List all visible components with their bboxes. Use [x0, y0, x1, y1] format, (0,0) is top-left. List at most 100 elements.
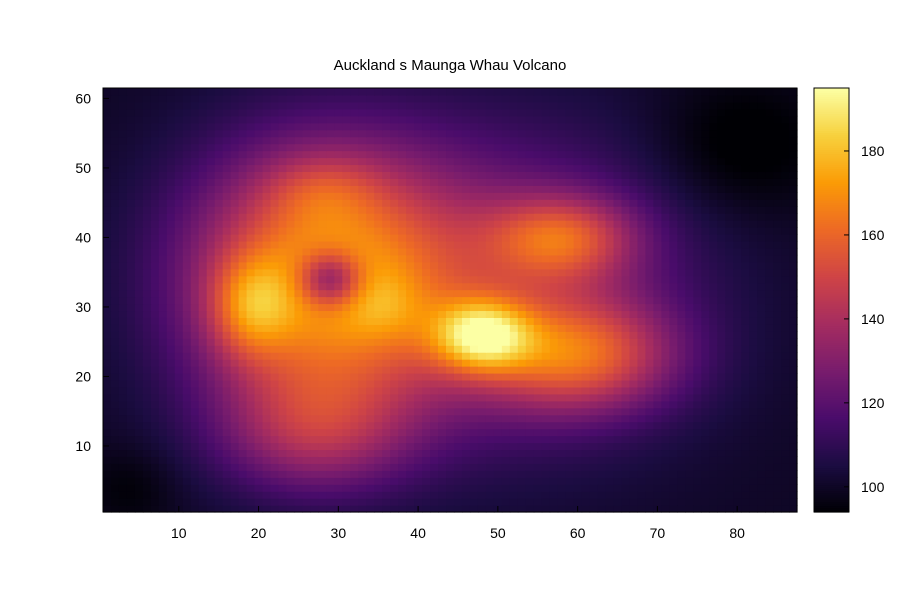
heatmap-cell	[701, 477, 710, 485]
heatmap-cell	[717, 463, 726, 471]
heatmap-cell	[158, 247, 168, 256]
heatmap-cell	[501, 386, 511, 395]
heatmap-cell	[174, 233, 184, 242]
heatmap-cell	[709, 213, 718, 221]
heatmap-cell	[134, 233, 144, 242]
heatmap-cell	[669, 372, 678, 381]
heatmap-cell	[517, 240, 527, 249]
heatmap-cell	[206, 185, 216, 193]
heatmap-cell	[453, 115, 463, 124]
heatmap-cell	[749, 352, 758, 360]
heatmap-cell	[757, 199, 766, 207]
heatmap-cell	[262, 213, 272, 221]
heatmap-cell	[589, 310, 599, 318]
heatmap-cell	[222, 317, 232, 325]
heatmap-cell	[158, 421, 168, 430]
heatmap-cell	[493, 213, 503, 221]
heatmap-cell	[637, 372, 647, 381]
heatmap-cell	[286, 352, 296, 360]
heatmap-cell	[350, 477, 359, 485]
heatmap-cell	[477, 407, 487, 416]
heatmap-cell	[589, 136, 599, 145]
heatmap-cell	[581, 421, 591, 430]
heatmap-cell	[310, 261, 319, 270]
heatmap-cell	[214, 213, 224, 221]
heatmap-cell	[342, 449, 351, 457]
heatmap-cell	[461, 372, 471, 381]
heatmap-cell	[765, 247, 774, 256]
heatmap-cell	[765, 498, 774, 506]
heatmap-cell	[126, 157, 136, 166]
heatmap-cell	[541, 428, 551, 437]
heatmap-cell	[230, 143, 240, 152]
heatmap-cell	[757, 331, 766, 339]
heatmap-cell	[677, 414, 686, 423]
heatmap-cell	[781, 171, 790, 179]
heatmap-cell	[557, 247, 567, 256]
heatmap-cell	[733, 372, 742, 381]
heatmap-cell	[685, 150, 694, 159]
heatmap-cell	[469, 122, 479, 131]
heatmap-cell	[765, 449, 774, 457]
heatmap-cell	[246, 157, 256, 166]
heatmap-cell	[541, 296, 551, 305]
heatmap-cell	[310, 240, 319, 249]
heatmap-cell	[789, 379, 798, 388]
heatmap-cell	[613, 261, 623, 270]
heatmap-cell	[685, 470, 694, 478]
heatmap-cell	[246, 345, 256, 353]
heatmap-cell	[254, 421, 264, 430]
heatmap-cell	[637, 122, 647, 131]
heatmap-cell	[725, 498, 734, 506]
heatmap-cell	[238, 400, 248, 409]
heatmap-cell	[605, 331, 615, 339]
heatmap-cell	[773, 296, 782, 305]
heatmap-cell	[765, 456, 774, 464]
heatmap-cell	[525, 345, 535, 353]
heatmap-cell	[430, 254, 439, 263]
heatmap-cell	[701, 275, 710, 284]
heatmap-cell	[126, 338, 136, 346]
heatmap-cell	[453, 150, 463, 159]
heatmap-cell	[581, 254, 591, 263]
heatmap-cell	[294, 456, 304, 464]
heatmap-cell	[286, 470, 296, 478]
heatmap-cell	[789, 498, 798, 506]
heatmap-cell	[461, 171, 471, 179]
heatmap-cell	[653, 456, 662, 464]
heatmap-cell	[565, 261, 575, 270]
heatmap-cell	[206, 213, 216, 221]
heatmap-cell	[342, 393, 351, 402]
heatmap-cell	[366, 171, 375, 179]
heatmap-cell	[741, 157, 750, 166]
heatmap-cell	[541, 303, 551, 312]
heatmap-cell	[509, 143, 519, 152]
heatmap-cell	[126, 359, 136, 367]
heatmap-cell	[422, 345, 431, 353]
heatmap-cell	[781, 289, 790, 298]
heatmap-cell	[126, 303, 136, 312]
heatmap-cell	[406, 317, 415, 325]
heatmap-cell	[182, 303, 192, 312]
heatmap-cell	[677, 122, 686, 131]
heatmap-cell	[254, 449, 264, 457]
heatmap-cell	[581, 470, 591, 478]
heatmap-cell	[414, 379, 423, 388]
heatmap-cell	[589, 282, 599, 291]
heatmap-cell	[238, 414, 248, 423]
heatmap-cell	[645, 303, 655, 312]
heatmap-cell	[485, 115, 495, 124]
heatmap-cell	[198, 220, 208, 228]
heatmap-cell	[653, 164, 662, 173]
heatmap-cell	[142, 505, 152, 513]
heatmap-cell	[573, 393, 583, 402]
heatmap-cell	[653, 296, 662, 305]
heatmap-cell	[254, 254, 264, 263]
heatmap-cell	[485, 227, 495, 235]
heatmap-cell	[677, 282, 686, 291]
heatmap-cell	[294, 428, 304, 437]
heatmap-cell	[685, 247, 694, 256]
heatmap-cell	[517, 164, 527, 173]
heatmap-cell	[669, 261, 678, 270]
heatmap-cell	[669, 282, 678, 291]
